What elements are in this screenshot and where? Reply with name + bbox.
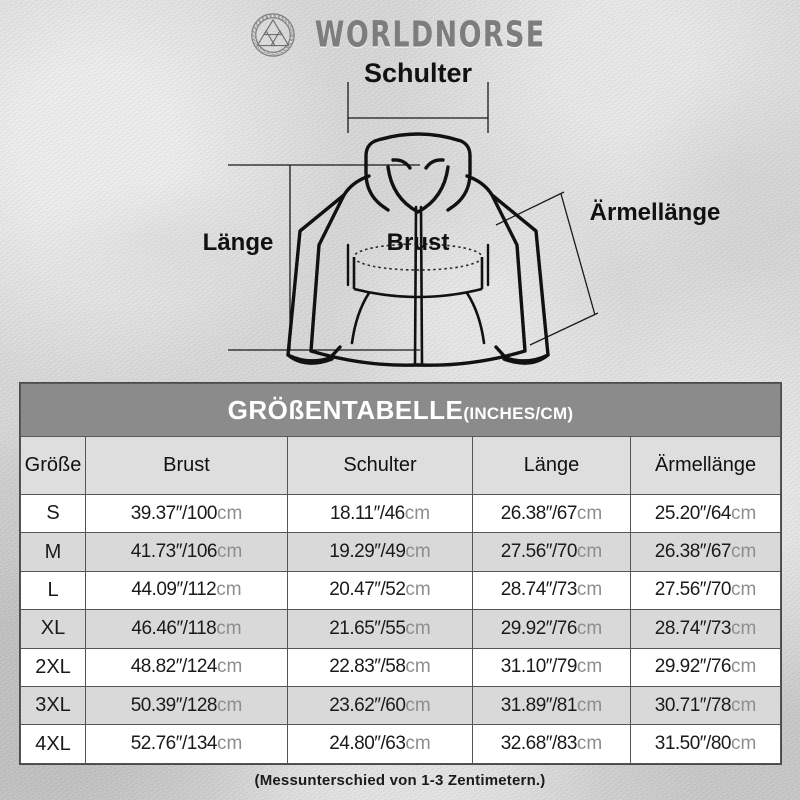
cell-length: 31.89″/81cm <box>472 685 631 726</box>
cell-size: XL <box>20 609 86 649</box>
cell-shoulder: 18.11″/46cm <box>287 493 473 534</box>
table-title-row: GRÖßENTABELLE(INCHES/CM) <box>19 383 782 437</box>
cell-size: M <box>20 532 86 572</box>
cell-sleeve: 28.74″/73cm <box>629 609 782 649</box>
cell-length: 27.56″/70cm <box>472 532 631 572</box>
table-row: XL 46.46″/118cm 21.65″/55cm 29.92″/76cm 28.7… <box>20 609 782 649</box>
cell-sleeve: 31.50″/80cm <box>629 724 782 764</box>
cell-shoulder: 20.47″/52cm <box>287 570 473 611</box>
cell-sleeve: 30.71″/78cm <box>629 685 782 726</box>
cell-sleeve: 29.92″/76cm <box>629 647 782 687</box>
cell-length: 31.10″/79cm <box>472 647 631 687</box>
cell-size: S <box>20 493 86 534</box>
cell-shoulder: 22.83″/58cm <box>287 647 473 687</box>
table-row: S 39.37″/100cm 18.11″/46cm 26.38″/67cm 25.20… <box>20 493 782 534</box>
column-header-length: Länge <box>472 436 631 495</box>
label-length: Länge <box>203 229 274 256</box>
size-table-body: S 39.37″/100cm 18.11″/46cm 26.38″/67cm 25.20… <box>20 493 782 764</box>
cell-shoulder: 23.62″/60cm <box>287 685 473 726</box>
label-chest: Brust <box>387 229 450 256</box>
garment-measurement-diagram: Schulter Brust Länge Ärmellänge <box>0 55 800 380</box>
table-row: M 41.73″/106cm 19.29″/49cm 27.56″/70cm 26.38… <box>20 532 782 572</box>
column-header-shoulder: Schulter <box>287 436 473 495</box>
cell-length: 26.38″/67cm <box>472 493 631 534</box>
chart-title: GRÖßENTABELLE(INCHES/CM) <box>228 395 574 425</box>
table-row: 2XL 48.82″/124cm 22.83″/58cm 31.10″/79cm 29.… <box>20 647 782 687</box>
column-header-chest: Brust <box>85 436 288 495</box>
size-table: GRÖßENTABELLE(INCHES/CM) Größe Brust Sch… <box>19 383 782 764</box>
brand-name: WORLDNORSE <box>314 13 546 56</box>
chart-title-units: (INCHES/CM) <box>463 403 574 423</box>
cell-sleeve: 26.38″/67cm <box>629 532 782 572</box>
column-header-sleeve: Ärmellänge <box>629 436 782 495</box>
label-sleeve: Ärmellänge <box>590 199 721 226</box>
cell-shoulder: 21.65″/55cm <box>287 609 473 649</box>
cell-shoulder: 24.80″/63cm <box>287 724 473 764</box>
cell-length: 29.92″/76cm <box>472 609 631 649</box>
measurement-tolerance-note: (Messunterschied von 1-3 Zentimetern.) <box>254 772 546 789</box>
cell-size: 2XL <box>20 647 86 687</box>
cell-length: 28.74″/73cm <box>472 570 631 611</box>
column-header-size: Größe <box>20 436 86 495</box>
cell-chest: 50.39″/128cm <box>85 685 288 726</box>
cell-chest: 39.37″/100cm <box>85 493 288 534</box>
cell-chest: 41.73″/106cm <box>85 532 288 572</box>
cell-size: L <box>20 570 86 611</box>
chart-title-main: GRÖßENTABELLE <box>227 394 464 425</box>
cell-size: 3XL <box>20 685 86 726</box>
cell-chest: 44.09″/112cm <box>85 570 288 611</box>
cell-chest: 46.46″/118cm <box>85 609 288 649</box>
cell-sleeve: 25.20″/64cm <box>629 493 782 534</box>
cell-shoulder: 19.29″/49cm <box>287 532 473 572</box>
valknut-knotwork-icon <box>251 13 295 57</box>
table-row: 4XL 52.76″/134cm 24.80″/63cm 32.68″/83cm 31.… <box>20 724 782 764</box>
cell-chest: 52.76″/134cm <box>85 724 288 764</box>
brand-header: WORLDNORSE <box>0 12 800 58</box>
table-row: L 44.09″/112cm 20.47″/52cm 28.74″/73cm 27.56… <box>20 570 782 611</box>
table-row: 3XL 50.39″/128cm 23.62″/60cm 31.89″/81cm 30.… <box>20 685 782 726</box>
size-table-container: GRÖßENTABELLE(INCHES/CM) Größe Brust Sch… <box>19 383 782 764</box>
cell-length: 32.68″/83cm <box>472 724 631 764</box>
cell-sleeve: 27.56″/70cm <box>629 570 782 611</box>
table-title-cell: GRÖßENTABELLE(INCHES/CM) <box>19 383 782 437</box>
table-column-header-row: Größe Brust Schulter Länge Ärmellänge <box>20 436 782 495</box>
cell-size: 4XL <box>20 724 86 764</box>
label-shoulder: Schulter <box>364 58 473 88</box>
cell-chest: 48.82″/124cm <box>85 647 288 687</box>
